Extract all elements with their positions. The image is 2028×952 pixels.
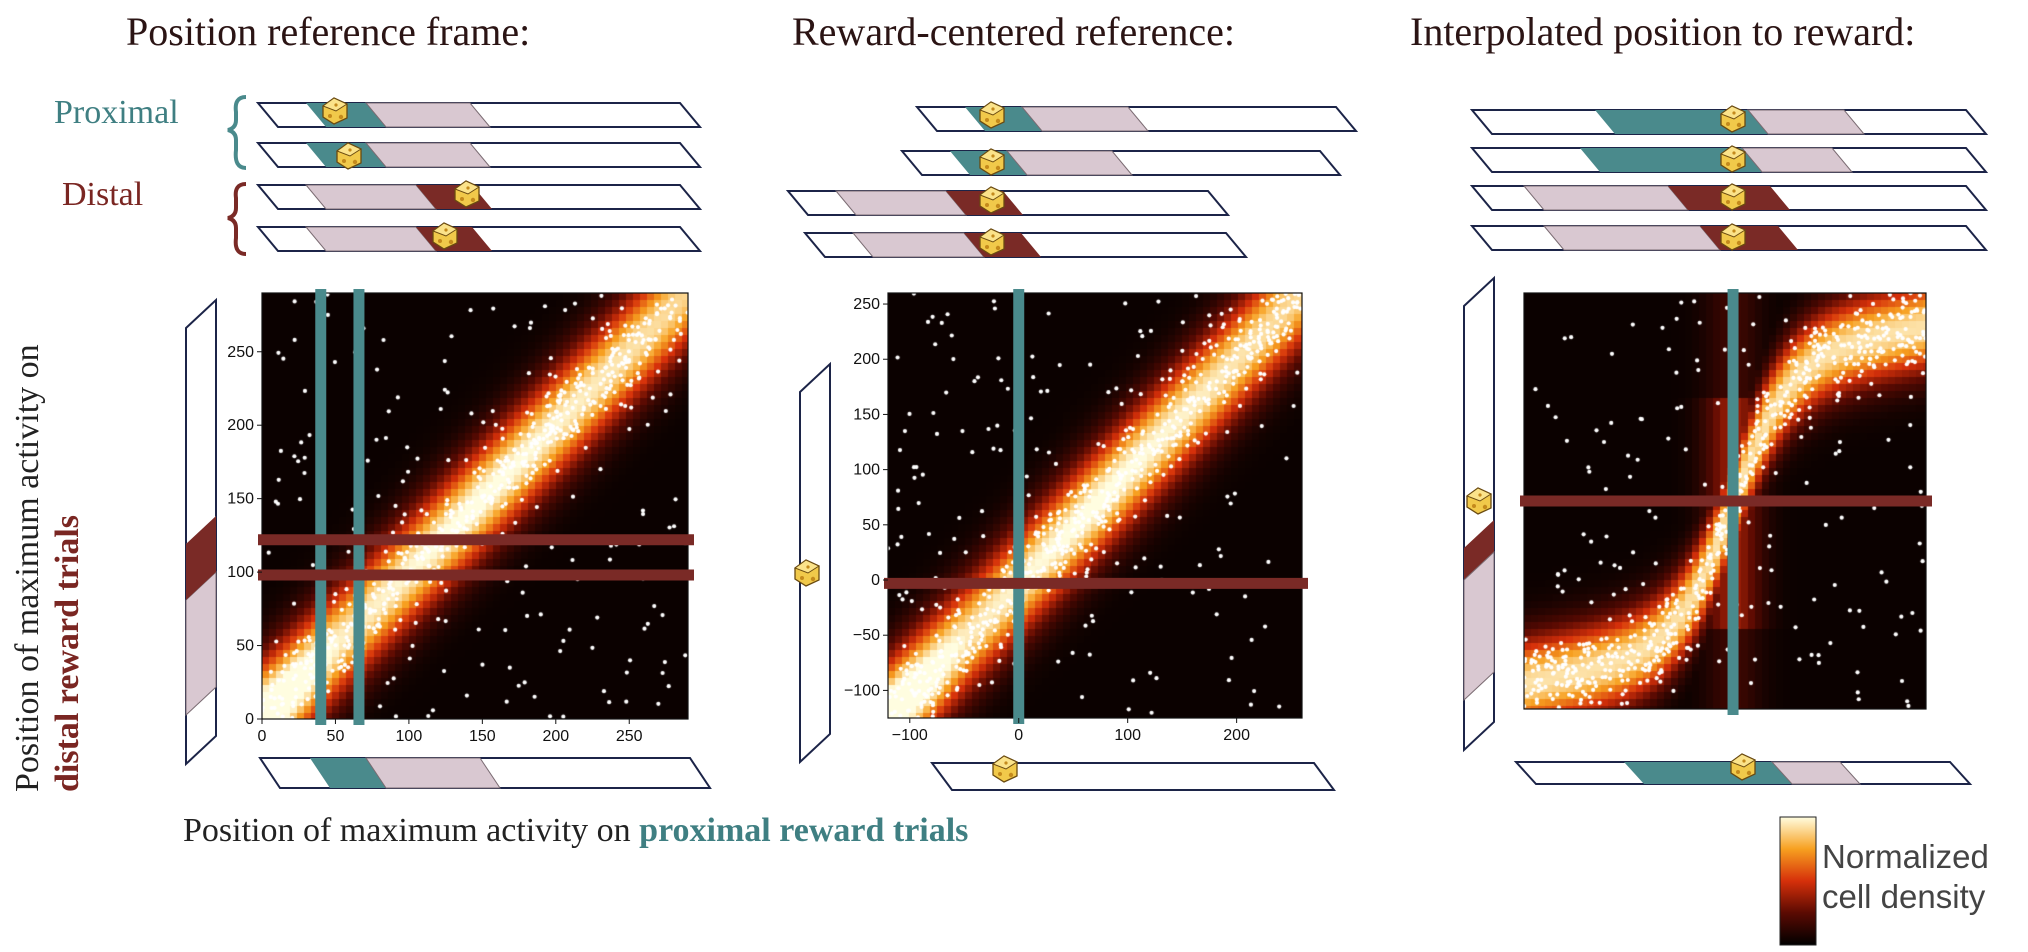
x-tick-label: 250: [616, 728, 643, 745]
colorbar-label-line2: cell density: [1822, 878, 1986, 915]
y-axis-caption: Position of maximum activity on distal r…: [8, 344, 88, 792]
colorbar-label-line1: Normalized: [1822, 838, 1989, 875]
y-tick-label: 0: [245, 711, 254, 728]
track-int-proximal-2: [1469, 145, 1989, 173]
x-tick-label: 100: [396, 728, 423, 745]
x-caption-prefix: Position of maximum activity on: [183, 812, 640, 849]
heatmap-position: 0 50 100 150 200 250 0 50 100 150 200 250: [227, 289, 694, 745]
panel-title-interpolated: Interpolated position to reward:: [1410, 9, 1916, 54]
distal-brace: [227, 182, 247, 256]
vertical-track-interpolated: [1463, 275, 1495, 753]
colorbar: [1779, 816, 1817, 946]
heatmap-canvas: [888, 293, 1302, 718]
y-tick-label: 200: [227, 417, 254, 434]
x-tick-label: 0: [1014, 727, 1023, 744]
x-tick-label: 50: [327, 728, 345, 745]
axis-ticks: −100 0 100 200 −100 −50 0 50 100 150 200 250: [844, 296, 1250, 744]
x-tick-label: 100: [1114, 727, 1141, 744]
y-caption-line1: Position of maximum activity on: [9, 344, 46, 792]
y-tick-label: 150: [853, 406, 880, 423]
bottom-track-interpolated: [1513, 753, 1973, 785]
panel-title-position: Position reference frame:: [126, 9, 531, 54]
track-proximal-2: [255, 142, 703, 170]
legend-distal: Distal: [62, 176, 144, 213]
y-tick-label: 250: [853, 296, 880, 313]
track-int-distal-2: [1469, 223, 1989, 251]
y-tick-label: 100: [227, 564, 254, 581]
colorbar-label: Normalized cell density: [1822, 837, 1989, 917]
track-int-proximal-1: [1469, 105, 1989, 135]
y-tick-label: 250: [227, 344, 254, 361]
x-axis-caption: Position of maximum activity on proximal…: [183, 812, 968, 850]
panel-title-reward-centered: Reward-centered reference:: [792, 9, 1236, 54]
track-int-distal-1: [1469, 183, 1989, 211]
y-tick-label: 50: [236, 638, 254, 655]
track-rc-proximal-2: [899, 148, 1343, 176]
heatmap-interpolated: [1520, 289, 1932, 715]
track-distal-2: [255, 222, 703, 252]
track-rc-proximal-1: [914, 101, 1359, 132]
x-tick-label: 200: [542, 728, 569, 745]
x-tick-label: 200: [1223, 727, 1250, 744]
y-tick-label: 0: [871, 572, 880, 589]
axis-ticks: 0 50 100 150 200 250 0 50 100 150 200 250: [227, 344, 642, 745]
heatmap-marks: [258, 289, 694, 725]
x-caption-highlight: proximal reward trials: [639, 812, 969, 849]
heatmap-canvas: [262, 293, 688, 719]
vertical-track-reward-centered: [794, 361, 831, 765]
track-rc-distal-2: [802, 228, 1249, 258]
y-tick-label: 100: [853, 462, 880, 479]
heatmap-reward-centered: −100 0 100 200 −100 −50 0 50 100 150 200 250: [844, 289, 1308, 744]
x-tick-label: 150: [469, 728, 496, 745]
heatmap-marks: [1520, 289, 1932, 715]
y-tick-label: 200: [853, 351, 880, 368]
x-tick-label: 0: [258, 728, 267, 745]
y-tick-label: 150: [227, 491, 254, 508]
track-proximal-1: [255, 97, 703, 128]
track-rc-distal-1: [785, 186, 1231, 216]
proximal-brace: [227, 95, 247, 170]
vertical-track-position: [185, 297, 217, 767]
y-tick-label: −100: [844, 682, 880, 699]
bottom-track-position: [258, 757, 712, 789]
track-distal-1: [255, 180, 703, 210]
legend-proximal: Proximal: [54, 94, 179, 131]
x-tick-label: −100: [892, 727, 928, 744]
bottom-track-reward-centered: [930, 755, 1336, 791]
cheese-icon: [794, 559, 820, 587]
y-tick-label: 50: [862, 517, 880, 534]
y-tick-label: −50: [853, 627, 880, 644]
y-caption-line2: distal reward trials: [49, 514, 86, 792]
heatmap-marks: [884, 289, 1308, 724]
